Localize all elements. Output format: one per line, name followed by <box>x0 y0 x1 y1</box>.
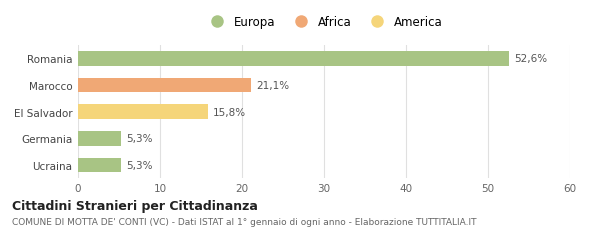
Text: 5,3%: 5,3% <box>127 134 153 144</box>
Bar <box>78 105 208 120</box>
Bar <box>78 52 509 66</box>
Text: 21,1%: 21,1% <box>256 81 289 91</box>
Text: Cittadini Stranieri per Cittadinanza: Cittadini Stranieri per Cittadinanza <box>12 199 258 212</box>
Text: 5,3%: 5,3% <box>127 160 153 170</box>
Bar <box>78 131 121 146</box>
Text: 15,8%: 15,8% <box>212 107 245 117</box>
Bar <box>78 78 251 93</box>
Text: COMUNE DI MOTTA DE' CONTI (VC) - Dati ISTAT al 1° gennaio di ogni anno - Elabora: COMUNE DI MOTTA DE' CONTI (VC) - Dati IS… <box>12 218 476 226</box>
Text: 52,6%: 52,6% <box>514 54 547 64</box>
Bar <box>78 158 121 173</box>
Legend: Europa, Africa, America: Europa, Africa, America <box>205 16 443 29</box>
